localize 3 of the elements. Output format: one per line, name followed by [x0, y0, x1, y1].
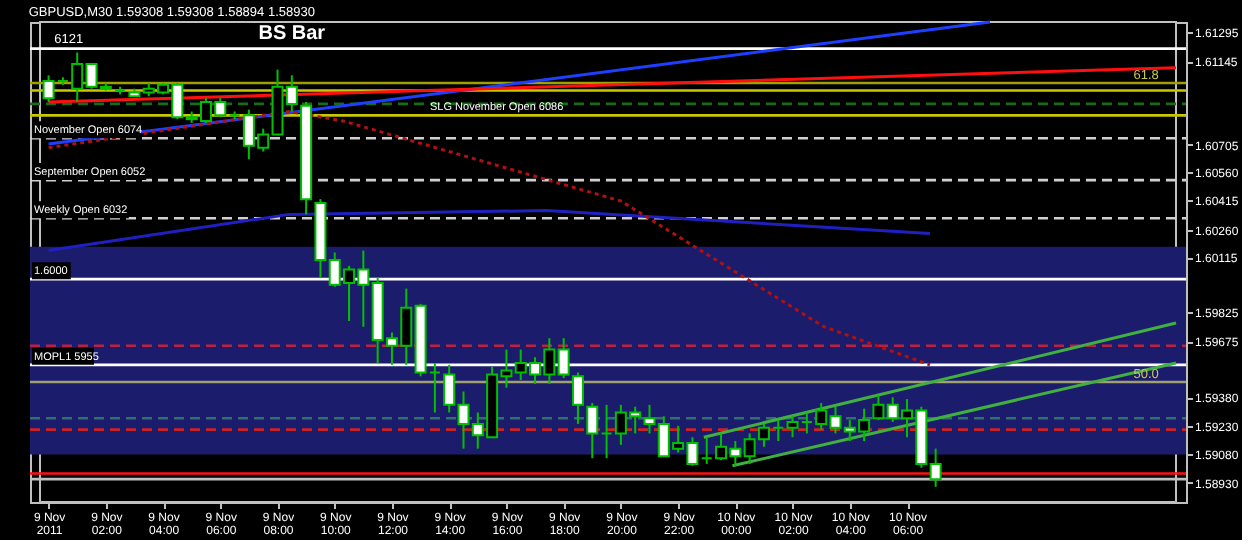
- annotation: BS Bar: [258, 22, 326, 45]
- candlestick: [571, 371, 584, 425]
- candlestick: [586, 401, 599, 460]
